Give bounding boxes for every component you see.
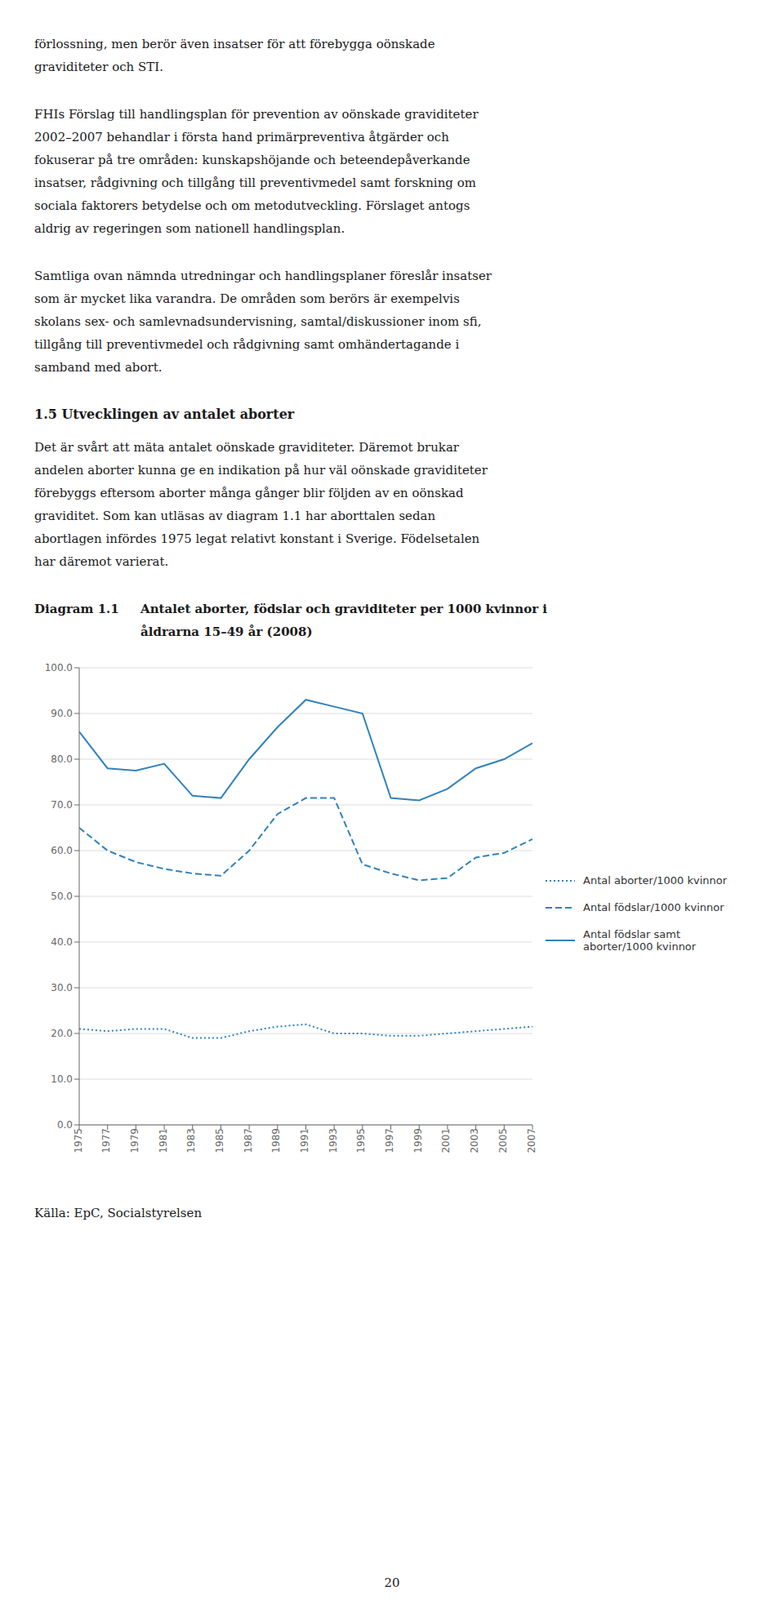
svg-text:0.0: 0.0 [57, 1119, 73, 1132]
svg-text:1985: 1985 [213, 1128, 226, 1154]
svg-text:2001: 2001 [440, 1128, 452, 1154]
svg-text:2003: 2003 [468, 1128, 481, 1154]
svg-text:1993: 1993 [327, 1128, 339, 1154]
svg-text:1983: 1983 [185, 1128, 197, 1154]
svg-text:10.0: 10.0 [50, 1073, 73, 1086]
html-text:1.5 Utvecklingen av antalet ab: 1.5 Utvecklingen av antalet aborter [34, 406, 295, 423]
svg-text:40.0: 40.0 [50, 936, 73, 949]
svg-text:100.0: 100.0 [44, 662, 73, 674]
html-text:Antal födslar samt aborter/100: Antal födslar samt aborter/1000 kvinnor [583, 928, 696, 954]
svg-text:1977: 1977 [100, 1128, 112, 1154]
svg-text:1981: 1981 [157, 1128, 170, 1154]
html-text:20: 20 [384, 1576, 400, 1591]
svg-text:1997: 1997 [383, 1128, 396, 1154]
html-text:Källa: EpC, Socialstyrelsen: Källa: EpC, Socialstyrelsen [34, 1206, 202, 1221]
html-text:Antal aborter/1000 kvinnor: Antal aborter/1000 kvinnor [583, 874, 727, 887]
svg-text:2005: 2005 [497, 1128, 509, 1154]
svg-text:1991: 1991 [298, 1128, 311, 1154]
svg-text:20.0: 20.0 [50, 1028, 73, 1040]
svg-text:30.0: 30.0 [50, 982, 73, 994]
svg-text:1995: 1995 [355, 1128, 367, 1154]
svg-text:80.0: 80.0 [50, 753, 73, 766]
svg-text:1979: 1979 [129, 1128, 141, 1154]
svg-text:1999: 1999 [412, 1128, 424, 1154]
svg-text:1987: 1987 [242, 1128, 254, 1154]
html-text:Antal födslar/1000 kvinnor: Antal födslar/1000 kvinnor [583, 901, 725, 914]
html-text:Diagram 1.1: Diagram 1.1 [34, 601, 119, 617]
svg-text:1989: 1989 [270, 1128, 282, 1154]
svg-text:70.0: 70.0 [50, 799, 73, 811]
svg-text:1975: 1975 [72, 1128, 85, 1154]
html-text:Antalet aborter, födslar och g: Antalet aborter, födslar och graviditete… [140, 601, 548, 640]
svg-text:60.0: 60.0 [50, 845, 73, 857]
svg-text:50.0: 50.0 [50, 890, 73, 903]
svg-text:2007: 2007 [525, 1128, 538, 1154]
html-text:Samtliga ovan nämnda utredning: Samtliga ovan nämnda utredningar och han… [34, 268, 492, 375]
svg-text:90.0: 90.0 [50, 708, 73, 720]
html-text:Det är svårt att mäta antalet: Det är svårt att mäta antalet oönskade g… [34, 440, 488, 570]
html-text:FHIs Förslag till handlingspla: FHIs Förslag till handlingsplan för prev… [34, 106, 479, 237]
html-text:förlossning, men berör även in: förlossning, men berör även insatser för… [34, 36, 435, 75]
